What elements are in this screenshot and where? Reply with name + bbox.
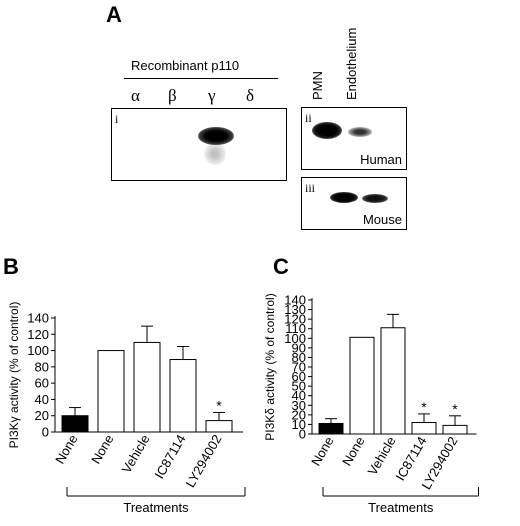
chart-c-significance-star: * bbox=[421, 399, 427, 415]
chart-c-category-label: None bbox=[308, 434, 337, 468]
chart-c-category-label: None bbox=[339, 434, 368, 468]
chart-c-y-tick-label: 20 bbox=[292, 407, 306, 422]
column-label-endothelium: Endothelium bbox=[344, 27, 359, 100]
band-gamma-smear bbox=[204, 143, 226, 165]
chart-c-y-tick-label: 40 bbox=[292, 388, 306, 403]
chart-c-y-tick-label: 110 bbox=[285, 321, 306, 336]
blot-iii-label: iii bbox=[305, 181, 316, 195]
blot-ii-label: ii bbox=[305, 111, 312, 125]
chart-c-y-tick-label: 100 bbox=[284, 331, 306, 346]
band-mouse-endothelium bbox=[362, 194, 388, 203]
chart-b-y-tick-label: 80 bbox=[35, 359, 49, 374]
blot-i-label: i bbox=[115, 112, 119, 126]
chart-b-y-tick-label: 60 bbox=[35, 376, 49, 391]
band-mouse-pmn bbox=[330, 192, 358, 203]
panel-letter-a: A bbox=[106, 2, 122, 27]
chart-c-y-tick-label: 30 bbox=[292, 398, 306, 413]
blot-mouse: iii Mouse bbox=[301, 177, 407, 230]
recombinant-bracket bbox=[124, 78, 278, 79]
chart-c-y-tick-label: 90 bbox=[292, 340, 306, 355]
human-label: Human bbox=[360, 152, 402, 167]
chart-c-bar bbox=[318, 422, 344, 435]
chart-c-y-tick-label: 120 bbox=[284, 312, 306, 327]
chart-b-y-tick-label: 20 bbox=[35, 408, 49, 423]
chart-b-bar bbox=[61, 415, 89, 433]
band-gamma bbox=[198, 127, 234, 145]
recombinant-label: Recombinant p110 bbox=[131, 58, 240, 73]
chart-b-y-tick-label: 120 bbox=[27, 327, 49, 342]
chart-c-y-tick-label: 140 bbox=[284, 293, 306, 308]
blot-recombinant: i bbox=[111, 108, 287, 181]
chart-c-y-tick-label: 80 bbox=[292, 350, 306, 365]
chart-b-category-label: LY294002 bbox=[182, 432, 224, 490]
isoform-beta: β bbox=[168, 86, 177, 105]
chart-c-y-tick-label: 60 bbox=[292, 369, 306, 384]
panel-letter-b: B bbox=[3, 254, 19, 279]
chart-c-bar bbox=[411, 422, 437, 435]
chart-b-significance-star: * bbox=[216, 397, 222, 413]
chart-b-y-tick-label: 140 bbox=[27, 311, 49, 326]
column-label-pmn: PMN bbox=[310, 71, 325, 100]
chart-c-bar bbox=[442, 424, 468, 435]
chart-b-bar bbox=[169, 359, 197, 433]
chart-c-category-label: Vehicle bbox=[365, 434, 399, 478]
chart-b-y-tick-label: 100 bbox=[27, 343, 49, 358]
band-human-pmn bbox=[312, 122, 342, 139]
chart-c-bar bbox=[380, 327, 406, 435]
band-human-endothelium bbox=[348, 127, 372, 137]
isoform-gamma: γ bbox=[208, 86, 216, 105]
chart-c-significance-star: * bbox=[452, 401, 458, 417]
chart-c-y-tick-label: 50 bbox=[292, 379, 306, 394]
chart-b-category-label: None bbox=[88, 432, 117, 466]
chart-b-bar bbox=[97, 350, 125, 433]
chart-b-category-label: Vehicle bbox=[119, 432, 153, 476]
isoform-delta: δ bbox=[246, 86, 255, 105]
panel-letter-c: C bbox=[273, 254, 289, 279]
chart-c-y-tick-label: 0 bbox=[299, 427, 306, 442]
chart-b-x-label: Treatments bbox=[123, 500, 189, 515]
chart-c-x-label: Treatments bbox=[368, 500, 434, 515]
chart-b-bar bbox=[133, 341, 161, 433]
blot-human: ii Human bbox=[301, 107, 407, 170]
chart-c-y-tick-label: 70 bbox=[292, 360, 306, 375]
chart-b-category-label: None bbox=[52, 432, 81, 466]
chart-c-bar bbox=[349, 336, 375, 435]
mouse-label: Mouse bbox=[362, 212, 402, 227]
chart-b-bar bbox=[205, 420, 233, 433]
chart-b-y-tick-label: 0 bbox=[42, 425, 49, 440]
chart-c-y-tick-label: 130 bbox=[284, 302, 306, 317]
chart-c-y-tick-label: 10 bbox=[292, 417, 306, 432]
isoform-alpha: α bbox=[131, 86, 140, 105]
chart-b-y-label: PI3Kγ activity (% of control) bbox=[7, 302, 21, 449]
chart-c-y-label: PI3Kδ activity (% of control) bbox=[263, 293, 277, 440]
chart-b-y-tick-label: 40 bbox=[35, 392, 49, 407]
chart-b-category-label: IC87114 bbox=[152, 432, 189, 481]
